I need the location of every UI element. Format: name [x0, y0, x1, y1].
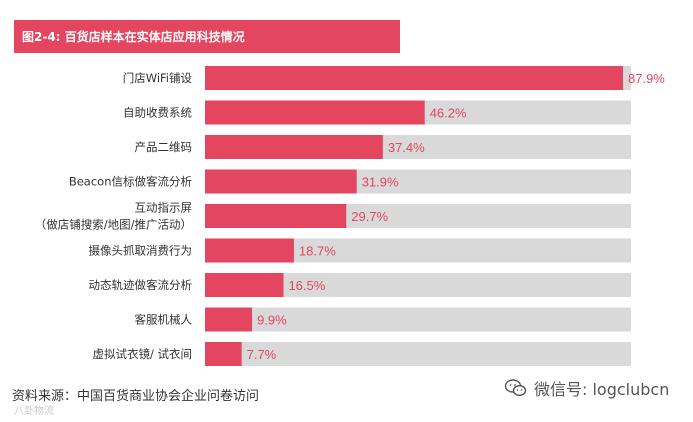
bar — [205, 342, 242, 366]
bar — [205, 170, 357, 194]
category-label: 自助收费系统 — [123, 106, 192, 120]
value-label: 87.9% — [628, 71, 665, 86]
value-label: 46.2% — [430, 106, 467, 121]
category-label: 产品二维码 — [135, 140, 193, 154]
category-label: 互动指示屏 — [135, 201, 193, 215]
bar — [205, 66, 623, 90]
value-label: 37.4% — [388, 140, 425, 155]
category-label: 摄像头抓取消费行为 — [89, 244, 193, 258]
wechat-id: 微信号: logclubcn — [504, 376, 669, 400]
bar-chart: 87.9% 门店WiFi铺设 46.2% 自助收费系统 37.4% 产品二维码 31.9% B… — [0, 0, 693, 422]
value-label: 7.7% — [247, 347, 277, 362]
bar — [205, 204, 346, 228]
bar — [205, 239, 294, 263]
value-label: 16.5% — [288, 278, 325, 293]
bar — [205, 273, 283, 297]
value-label: 9.9% — [257, 313, 287, 328]
category-label: 动态轨迹做客流分析 — [89, 278, 193, 292]
wechat-icon — [504, 378, 528, 398]
category-label: （做店铺搜索/地图/推广活动） — [35, 218, 192, 232]
value-label: 31.9% — [362, 175, 399, 190]
category-label: 客服机械人 — [135, 313, 193, 327]
bar — [205, 101, 425, 125]
value-label: 29.7% — [351, 209, 388, 224]
category-label: 门店WiFi铺设 — [123, 71, 193, 85]
wechat-label: 微信号: logclubcn — [534, 376, 669, 400]
value-label: 18.7% — [299, 244, 336, 259]
watermark-text: 八卦物流 — [14, 402, 54, 417]
category-label: Beacon信标做客流分析 — [69, 175, 192, 189]
category-label: 虚拟试衣镜/ 试衣间 — [92, 347, 192, 361]
bar — [205, 135, 383, 159]
bar — [205, 308, 252, 332]
